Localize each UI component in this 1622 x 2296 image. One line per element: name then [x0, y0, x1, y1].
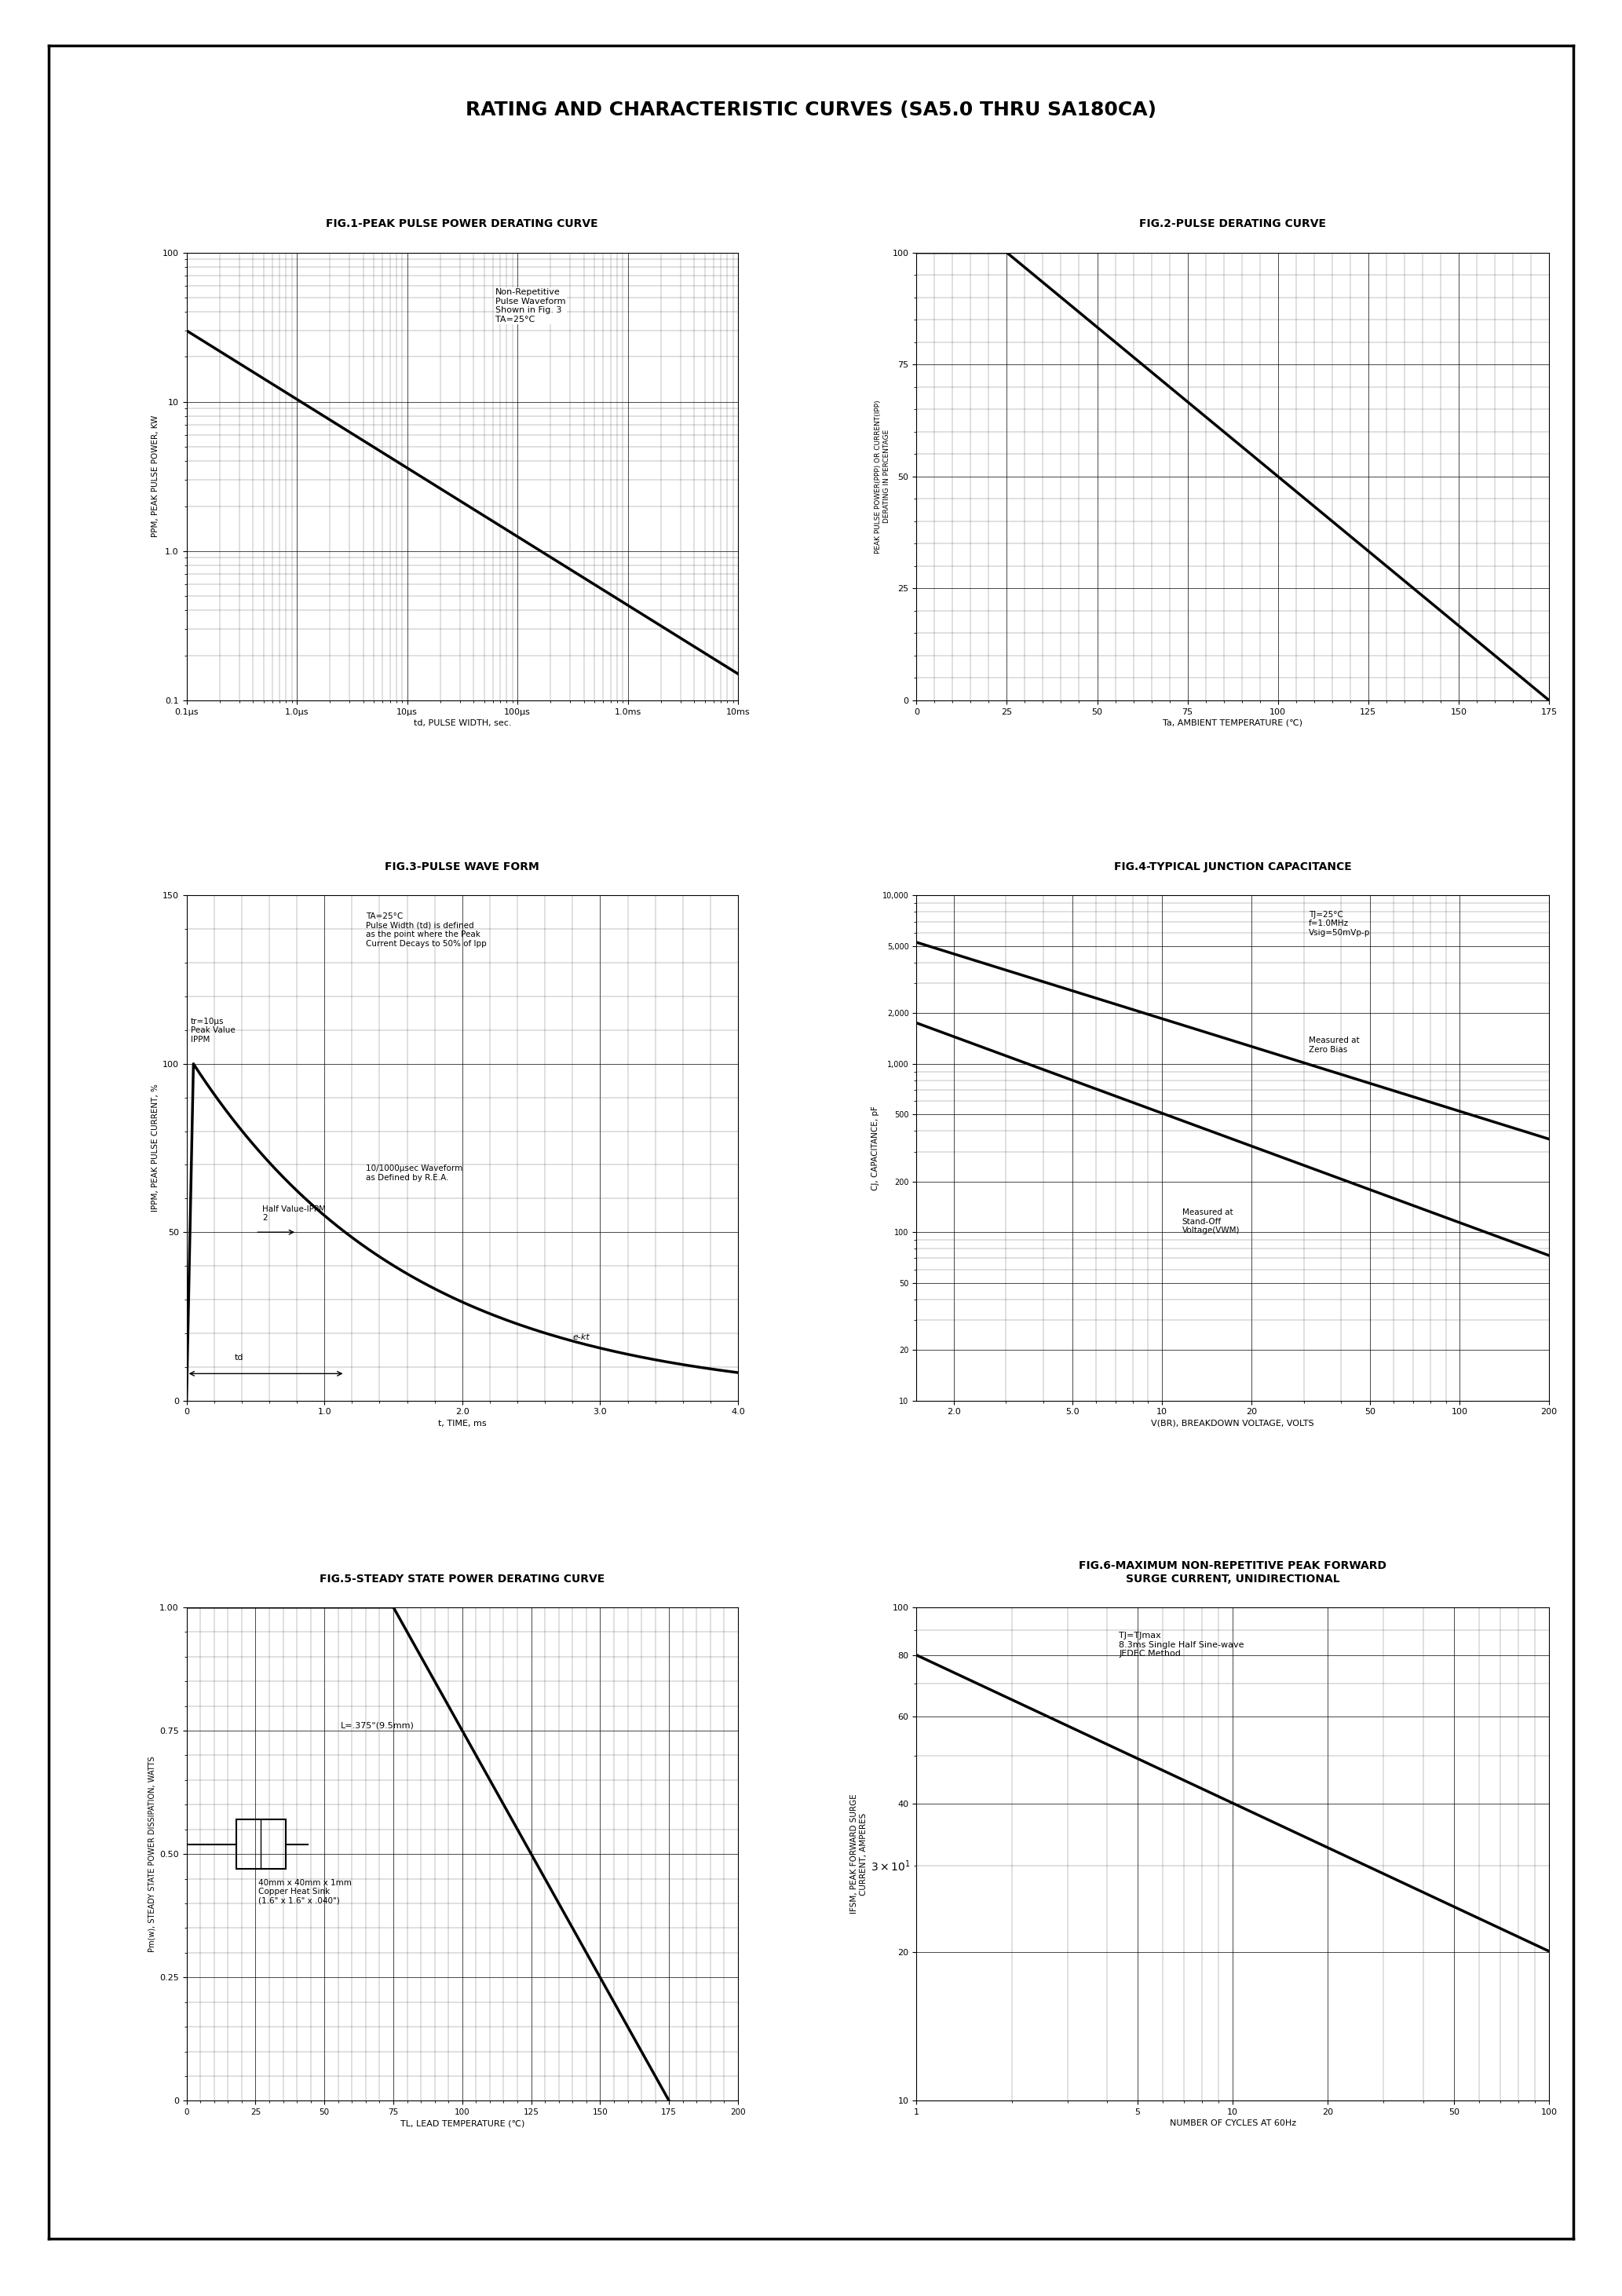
- Text: FIG.5-STEADY STATE POWER DERATING CURVE: FIG.5-STEADY STATE POWER DERATING CURVE: [320, 1573, 605, 1584]
- Text: Non-Repetitive
Pulse Waveform
Shown in Fig. 3
TA=25°C: Non-Repetitive Pulse Waveform Shown in F…: [495, 289, 566, 324]
- Text: TJ=25°C
f=1.0MHz
Vsig=50mVp-p: TJ=25°C f=1.0MHz Vsig=50mVp-p: [1309, 912, 1371, 937]
- Text: Measured at
Zero Bias: Measured at Zero Bias: [1309, 1038, 1359, 1054]
- X-axis label: td, PULSE WIDTH, sec.: td, PULSE WIDTH, sec.: [414, 719, 511, 728]
- Text: Half Value-IPPM
2: Half Value-IPPM 2: [263, 1205, 326, 1221]
- Text: e-kt: e-kt: [573, 1334, 590, 1341]
- X-axis label: Ta, AMBIENT TEMPERATURE (℃): Ta, AMBIENT TEMPERATURE (℃): [1163, 719, 1302, 728]
- Y-axis label: CJ, CAPACITANCE, pF: CJ, CAPACITANCE, pF: [871, 1107, 879, 1189]
- Text: 40mm x 40mm x 1mm
Copper Heat Sink
(1.6" x 1.6" x .040"): 40mm x 40mm x 1mm Copper Heat Sink (1.6"…: [258, 1878, 352, 1906]
- X-axis label: t, TIME, ms: t, TIME, ms: [438, 1419, 487, 1428]
- Text: FIG.1-PEAK PULSE POWER DERATING CURVE: FIG.1-PEAK PULSE POWER DERATING CURVE: [326, 218, 599, 230]
- Y-axis label: IFSM, PEAK FORWARD SURGE
CURRENT, AMPERES: IFSM, PEAK FORWARD SURGE CURRENT, AMPERE…: [850, 1793, 868, 1915]
- Text: FIG.6-MAXIMUM NON-REPETITIVE PEAK FORWARD
SURGE CURRENT, UNIDIRECTIONAL: FIG.6-MAXIMUM NON-REPETITIVE PEAK FORWAR…: [1079, 1561, 1387, 1584]
- Text: tr=10μs
Peak Value
IPPM: tr=10μs Peak Value IPPM: [191, 1017, 235, 1045]
- Text: TJ=TJmax
8.3ms Single Half Sine-wave
JEDEC Method: TJ=TJmax 8.3ms Single Half Sine-wave JED…: [1119, 1632, 1244, 1658]
- Y-axis label: Pm(w), STEADY STATE POWER DISSIPATION, WATTS: Pm(w), STEADY STATE POWER DISSIPATION, W…: [148, 1756, 156, 1952]
- X-axis label: NUMBER OF CYCLES AT 60Hz: NUMBER OF CYCLES AT 60Hz: [1169, 2119, 1296, 2128]
- Text: Measured at
Stand-Off
Voltage(VWM): Measured at Stand-Off Voltage(VWM): [1182, 1208, 1239, 1235]
- X-axis label: TL, LEAD TEMPERATURE (℃): TL, LEAD TEMPERATURE (℃): [401, 2119, 524, 2128]
- Text: FIG.3-PULSE WAVE FORM: FIG.3-PULSE WAVE FORM: [384, 861, 540, 872]
- Text: td: td: [235, 1355, 243, 1362]
- Y-axis label: PPM, PEAK PULSE POWER, KW: PPM, PEAK PULSE POWER, KW: [151, 416, 159, 537]
- Text: 10/1000μsec Waveform
as Defined by R.E.A.: 10/1000μsec Waveform as Defined by R.E.A…: [367, 1164, 462, 1182]
- Bar: [237, 1818, 285, 1869]
- Y-axis label: IPPM, PEAK PULSE CURRENT, %: IPPM, PEAK PULSE CURRENT, %: [151, 1084, 159, 1212]
- Text: TA=25°C
Pulse Width (td) is defined
as the point where the Peak
Current Decays t: TA=25°C Pulse Width (td) is defined as t…: [367, 912, 487, 948]
- Text: RATING AND CHARACTERISTIC CURVES (SA5.0 THRU SA180CA): RATING AND CHARACTERISTIC CURVES (SA5.0 …: [466, 101, 1156, 119]
- X-axis label: V(BR), BREAKDOWN VOLTAGE, VOLTS: V(BR), BREAKDOWN VOLTAGE, VOLTS: [1152, 1419, 1314, 1428]
- Text: FIG.2-PULSE DERATING CURVE: FIG.2-PULSE DERATING CURVE: [1139, 218, 1327, 230]
- Text: FIG.4-TYPICAL JUNCTION CAPACITANCE: FIG.4-TYPICAL JUNCTION CAPACITANCE: [1114, 861, 1351, 872]
- Y-axis label: PEAK PULSE POWER(PPP) OR CURRENT(IPP)
DERATING IN PERCENTAGE: PEAK PULSE POWER(PPP) OR CURRENT(IPP) DE…: [874, 400, 890, 553]
- Text: L=.375"(9.5mm): L=.375"(9.5mm): [341, 1722, 415, 1729]
